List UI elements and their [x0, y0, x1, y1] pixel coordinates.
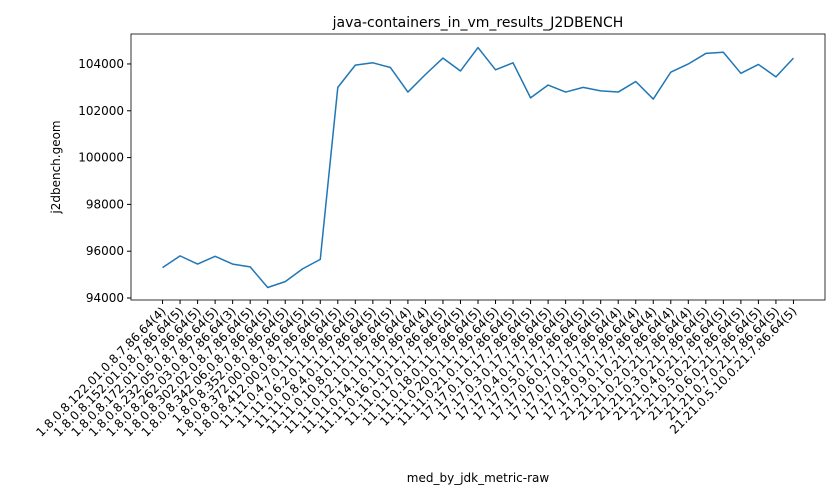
x-axis-label: med_by_jdk_metric-raw [407, 471, 550, 485]
y-tick-label: 100000 [78, 151, 124, 165]
y-tick-label: 96000 [86, 244, 124, 258]
y-axis-label: j2dbench.geom [49, 120, 63, 214]
data-line [162, 46, 795, 289]
chart-title: java-containers_in_vm_results_J2DBENCH [332, 15, 624, 31]
y-tick-label: 98000 [86, 197, 124, 211]
y-tick-label: 102000 [78, 104, 124, 118]
y-tick-label: 104000 [78, 57, 124, 71]
plot-frame [130, 33, 826, 301]
y-tick-label: 94000 [86, 291, 124, 305]
